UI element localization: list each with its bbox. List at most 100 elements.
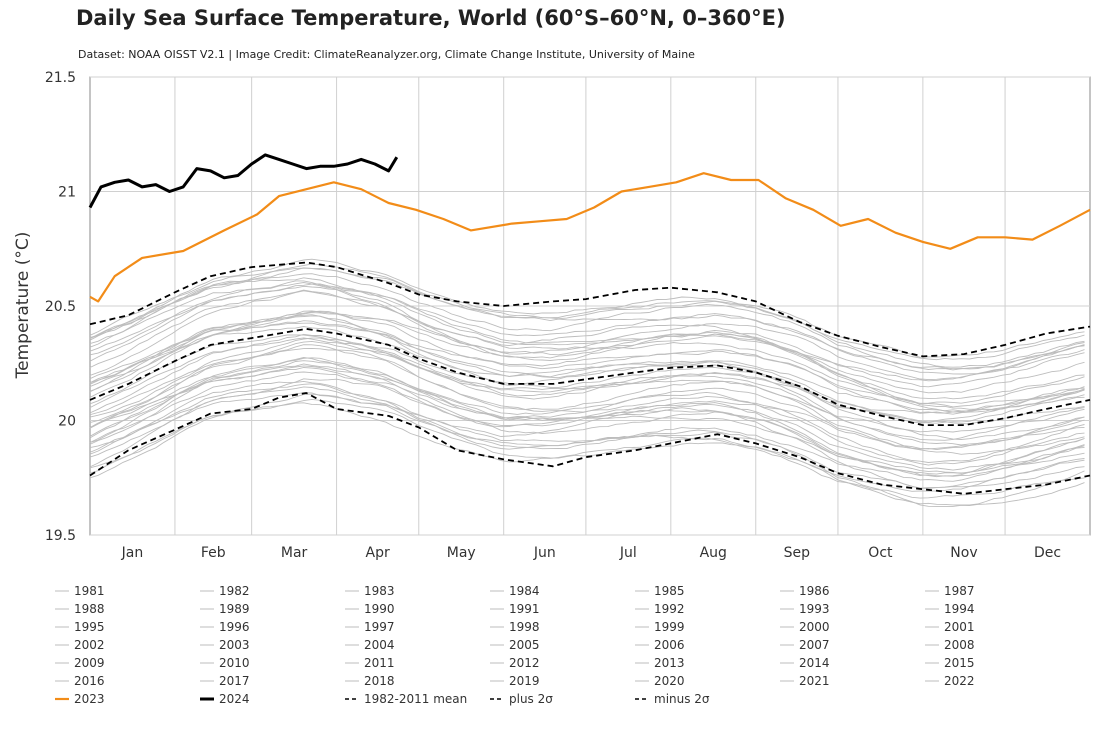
- legend-label: 2014: [799, 656, 830, 670]
- legend-item[interactable]: 2016: [55, 674, 105, 688]
- legend-item[interactable]: 2002: [55, 638, 105, 652]
- legend-label: 2004: [364, 638, 395, 652]
- legend-item[interactable]: 2015: [925, 656, 975, 670]
- legend-item[interactable]: 1982-2011 mean: [345, 692, 467, 706]
- series-line-1982-2011-mean: [89, 328, 1091, 426]
- legend-item[interactable]: 1989: [200, 602, 250, 616]
- legend-item[interactable]: 1998: [490, 620, 540, 634]
- legend-item[interactable]: 1983: [345, 584, 395, 598]
- legend-item[interactable]: 2000: [780, 620, 830, 634]
- legend-label: 1994: [944, 602, 975, 616]
- legend-label: 1989: [219, 602, 250, 616]
- historical-year-line: [89, 337, 1085, 425]
- historical-year-line: [89, 283, 1085, 394]
- legend-item[interactable]: 1984: [490, 584, 540, 598]
- legend-item[interactable]: 1985: [635, 584, 685, 598]
- legend-item[interactable]: plus 2σ: [490, 692, 553, 706]
- legend-item[interactable]: 1987: [925, 584, 975, 598]
- legend-label: 2024: [219, 692, 250, 706]
- legend-label: 2017: [219, 674, 250, 688]
- legend-item[interactable]: 2020: [635, 674, 685, 688]
- legend-item[interactable]: 1994: [925, 602, 975, 616]
- legend-label: 2023: [74, 692, 105, 706]
- legend-item[interactable]: 2023: [55, 692, 105, 706]
- series-line-2023: [89, 172, 1091, 303]
- legend-label: 1998: [509, 620, 540, 634]
- y-axis-label: Temperature (°C): [13, 232, 33, 380]
- legend-item[interactable]: 2012: [490, 656, 540, 670]
- legend-label: 2003: [219, 638, 250, 652]
- historical-year-line: [89, 402, 1085, 499]
- legend-item[interactable]: 2022: [925, 674, 975, 688]
- legend-label: 2005: [509, 638, 540, 652]
- historical-year-line: [89, 289, 1085, 404]
- chart-subtitle: Dataset: NOAA OISST V2.1 | Image Credit:…: [78, 48, 695, 61]
- historical-year-line: [89, 337, 1085, 440]
- legend-label: 1982-2011 mean: [364, 692, 467, 706]
- x-tick-label: Nov: [950, 545, 977, 561]
- legend-item[interactable]: 1992: [635, 602, 685, 616]
- historical-year-line: [89, 258, 1085, 358]
- legend-item[interactable]: 1993: [780, 602, 830, 616]
- legend-item[interactable]: 1996: [200, 620, 250, 634]
- legend-label: 1992: [654, 602, 685, 616]
- legend-label: 1981: [74, 584, 105, 598]
- legend-item[interactable]: 2005: [490, 638, 540, 652]
- legend-label: 1997: [364, 620, 395, 634]
- legend-item[interactable]: 1990: [345, 602, 395, 616]
- legend-item[interactable]: 2007: [780, 638, 830, 652]
- legend-label: 1984: [509, 584, 540, 598]
- legend-item[interactable]: 2010: [200, 656, 250, 670]
- legend: 1981 1982 1983 1984 1985 1986 1987 1988 1989 1990…: [55, 584, 975, 706]
- legend-item[interactable]: 2019: [490, 674, 540, 688]
- legend-item[interactable]: 2008: [925, 638, 975, 652]
- legend-item[interactable]: 2013: [635, 656, 685, 670]
- legend-item[interactable]: 2018: [345, 674, 395, 688]
- legend-item[interactable]: 2004: [345, 638, 395, 652]
- legend-item[interactable]: 1991: [490, 602, 540, 616]
- legend-label: 2006: [654, 638, 685, 652]
- x-tick-label: May: [447, 545, 476, 561]
- legend-label: 1999: [654, 620, 685, 634]
- highlight-lines: [88, 153, 1091, 495]
- legend-label: 2010: [219, 656, 250, 670]
- legend-item[interactable]: minus 2σ: [635, 692, 710, 706]
- legend-item[interactable]: 1997: [345, 620, 395, 634]
- historical-year-line: [89, 340, 1085, 446]
- legend-item[interactable]: 1995: [55, 620, 105, 634]
- legend-label: 1990: [364, 602, 395, 616]
- legend-item[interactable]: 2024: [200, 692, 250, 706]
- legend-item[interactable]: 2011: [345, 656, 395, 670]
- x-tick-label: Aug: [700, 545, 727, 561]
- legend-label: 2021: [799, 674, 830, 688]
- legend-label: 1982: [219, 584, 250, 598]
- legend-item[interactable]: 2003: [200, 638, 250, 652]
- x-tick-label: Sep: [784, 545, 811, 561]
- legend-item[interactable]: 2021: [780, 674, 830, 688]
- historical-year-line: [89, 280, 1085, 381]
- legend-item[interactable]: 2014: [780, 656, 830, 670]
- legend-label: 2015: [944, 656, 975, 670]
- legend-label: 2020: [654, 674, 685, 688]
- historical-year-line: [89, 360, 1085, 466]
- historical-year-line: [89, 334, 1085, 433]
- historical-year-line: [89, 273, 1085, 370]
- axes-layer: 19.5 20 20.5 21 21.5 Jan Feb Mar Apr May Jun Jul Aug…: [45, 70, 1061, 561]
- legend-item[interactable]: 1982: [200, 584, 250, 598]
- legend-item[interactable]: 2017: [200, 674, 250, 688]
- legend-item[interactable]: 1981: [55, 584, 105, 598]
- historical-year-line: [89, 357, 1085, 477]
- legend-item[interactable]: 1988: [55, 602, 105, 616]
- historical-year-line: [89, 314, 1085, 424]
- legend-label: 1988: [74, 602, 105, 616]
- legend-item[interactable]: 1999: [635, 620, 685, 634]
- legend-item[interactable]: 2006: [635, 638, 685, 652]
- historical-year-line: [89, 277, 1085, 382]
- legend-item[interactable]: 2001: [925, 620, 975, 634]
- x-tick-label: Dec: [1034, 545, 1061, 561]
- legend-label: 1995: [74, 620, 105, 634]
- historical-year-line: [89, 290, 1085, 400]
- legend-item[interactable]: 2009: [55, 656, 105, 670]
- legend-item[interactable]: 1986: [780, 584, 830, 598]
